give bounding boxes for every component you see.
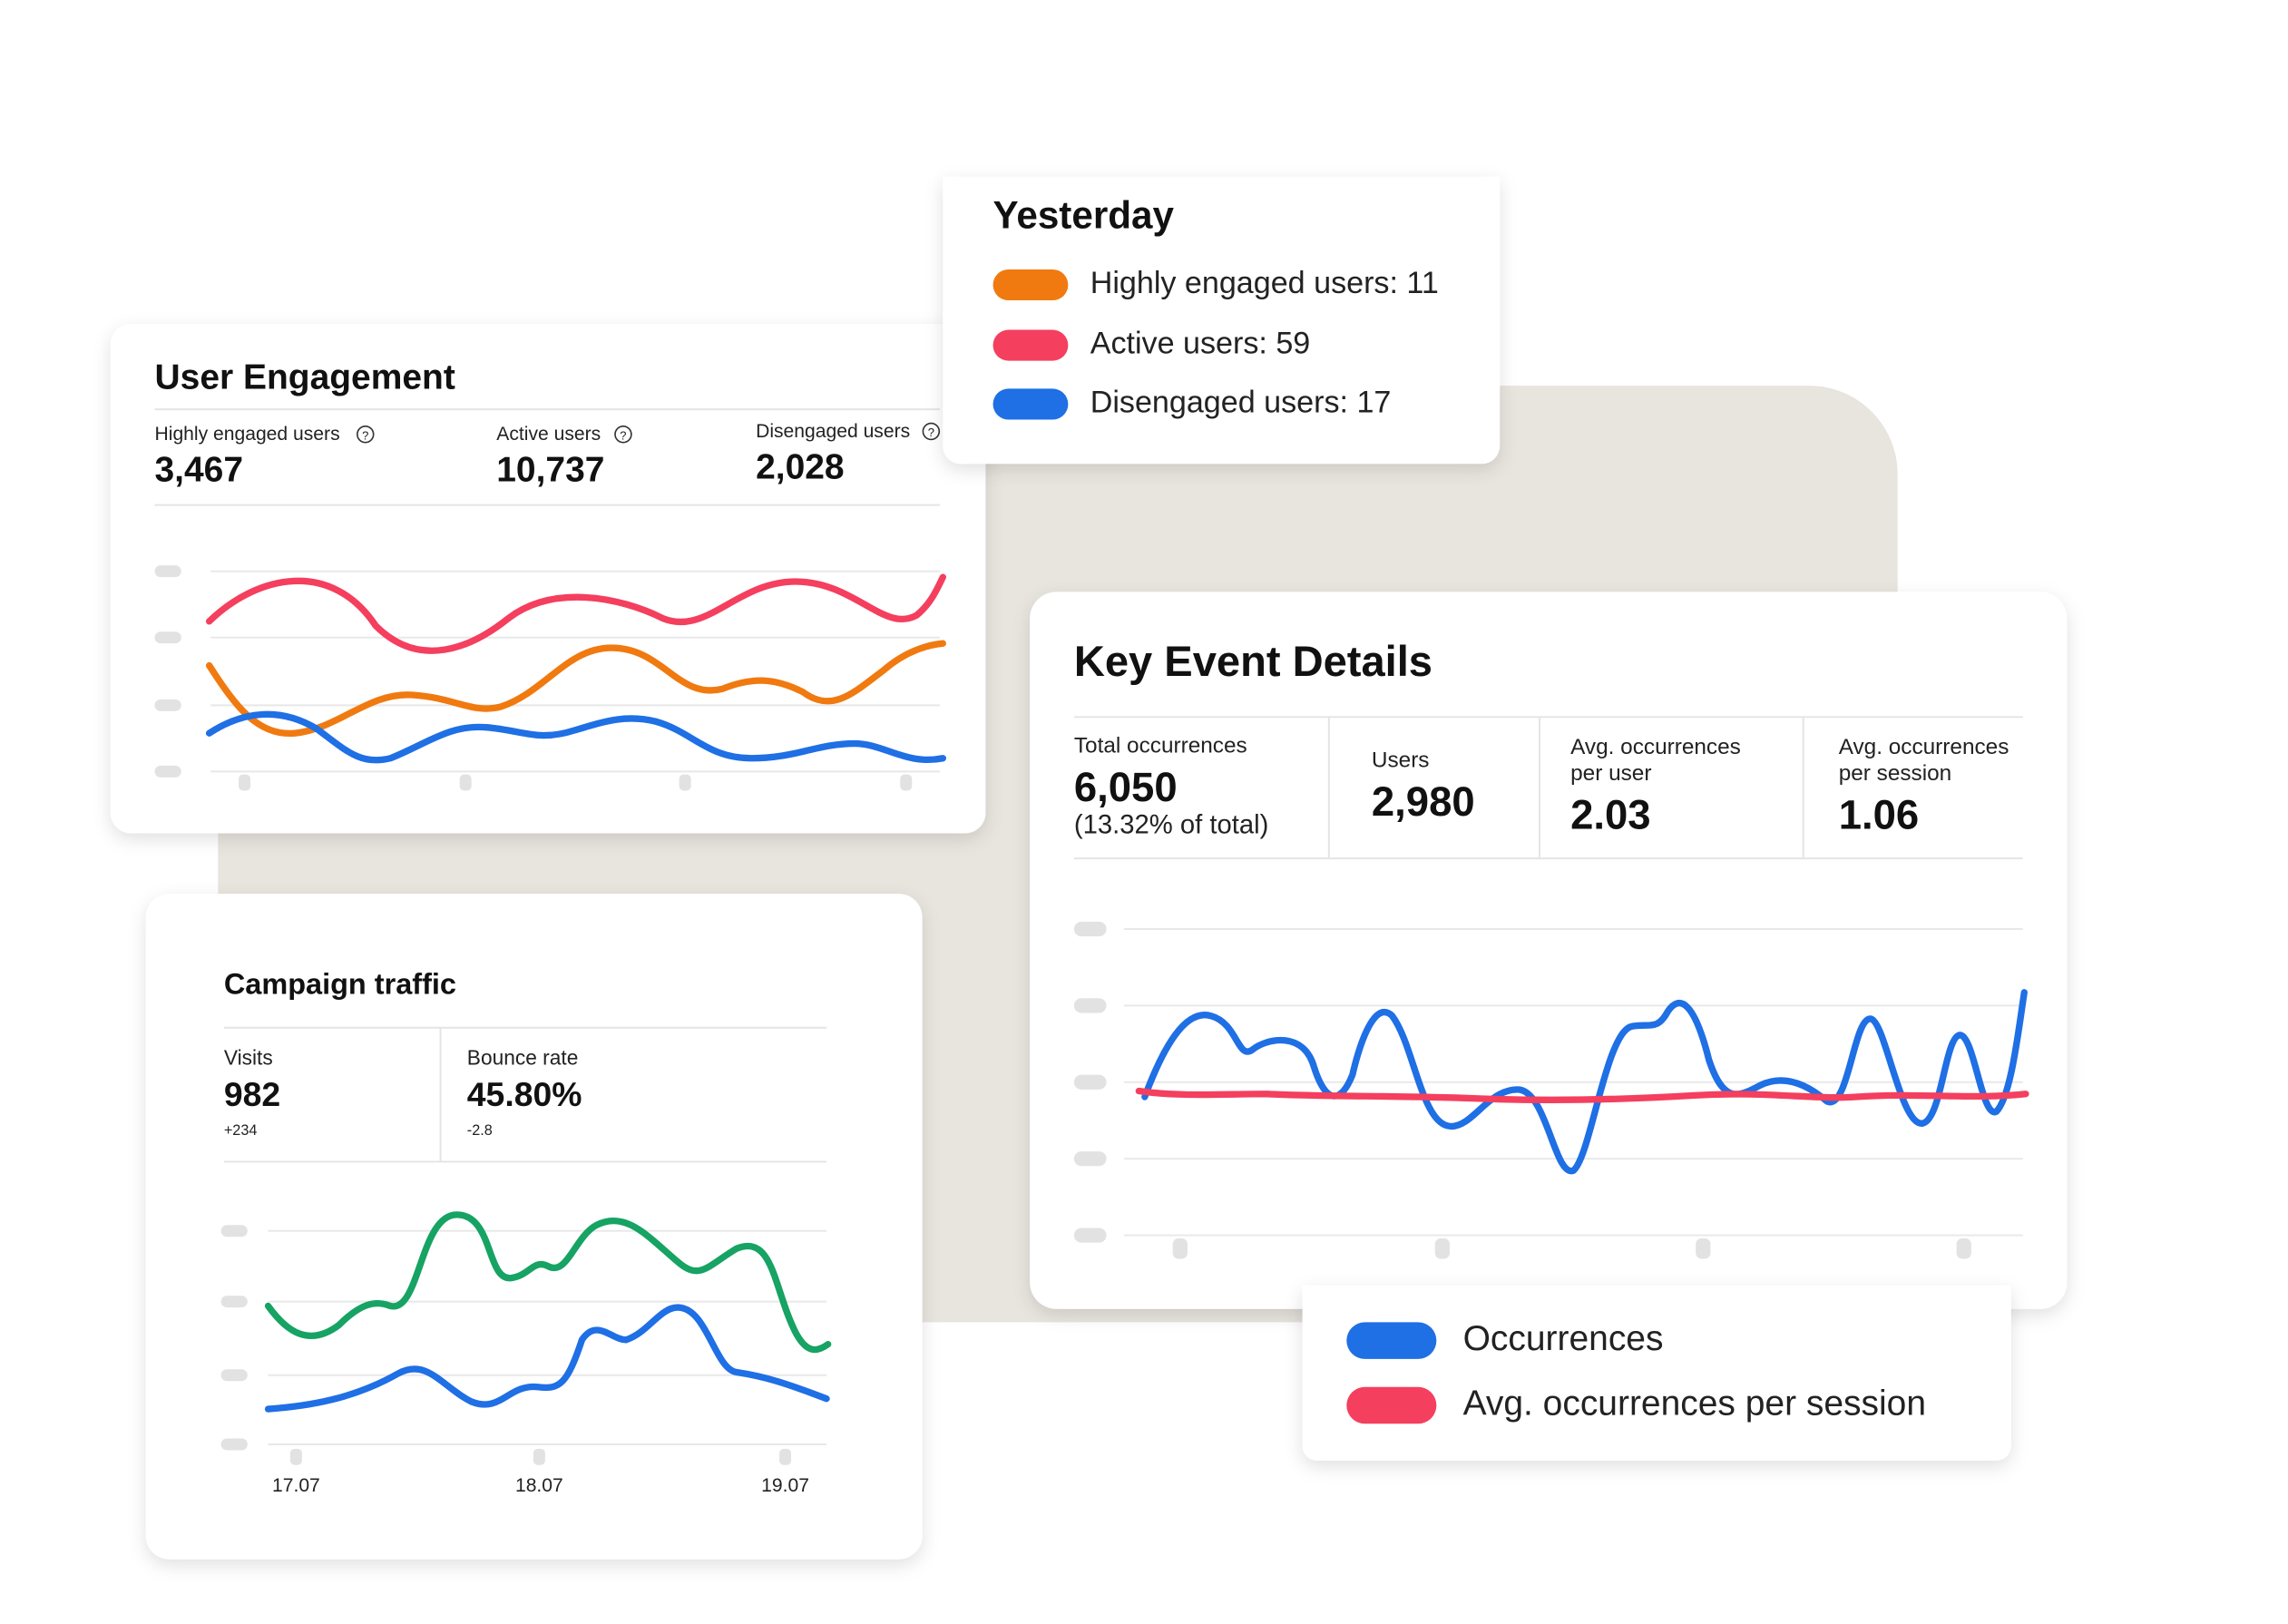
user-engagement-card: User Engagement Highly engaged users ? 3… [110,324,986,834]
card-title: Campaign traffic [224,967,456,1000]
metric-label: Users [1372,748,1430,773]
help-icon-glyph: ? [362,428,368,442]
x-tick-label: 17.07 [272,1475,320,1496]
tick-placeholder [220,1225,248,1238]
metric-delta: -2.8 [467,1122,493,1139]
metric-label: Avg. occurrences [1570,735,1741,759]
tick-placeholder [154,565,181,578]
metric-value: 982 [224,1075,280,1113]
tick-placeholder [289,1448,302,1465]
x-tick-label: 19.07 [761,1475,809,1496]
help-icon-glyph: ? [928,426,934,439]
line-decor [205,573,946,654]
tick-placeholder [1073,1074,1107,1090]
metric-label: Avg. occurrences [1839,735,2009,759]
legend-swatch [1346,1322,1437,1359]
metric-value: 10,737 [496,451,604,490]
line-decor [205,640,946,737]
line-decor [205,710,946,764]
campaign-card: Campaign traffic Visits 982 +234 Bounce … [145,894,923,1560]
tick-placeholder [1073,1151,1107,1167]
tick-placeholder [459,774,472,791]
tick-placeholder [1073,921,1107,937]
help-icon [922,422,941,441]
metric-label: per user [1570,761,1651,786]
help-icon [356,426,375,444]
line-decor [1135,1087,2029,1103]
metric-label: Visits [224,1045,273,1069]
metric-label: Disengaged users [756,421,910,442]
mini-chart [1073,921,2029,1259]
tick-placeholder [1956,1238,1971,1259]
legend-swatch [992,388,1069,420]
tick-placeholder [154,631,181,644]
legend-text: Active users: 59 [1090,326,1311,360]
metric-note: (13.32% of total) [1074,811,1268,840]
mini-chart: 17.07 18.07 19.07 [220,1211,832,1496]
card-title: Yesterday [993,194,1175,237]
metric-label: Bounce rate [467,1045,579,1069]
metric-label: per session [1839,761,1952,786]
card [943,176,1501,465]
line-decor [1141,989,2028,1174]
metric-label: Highly engaged users [155,424,340,445]
card-title: User Engagement [155,357,455,396]
tick-placeholder [1073,998,1107,1013]
metric-label: Total occurrences [1074,733,1247,758]
help-icon-glyph: ? [620,428,626,442]
line-decor [264,1211,832,1354]
tick-placeholder [1434,1238,1450,1259]
tick-placeholder [1696,1238,1711,1259]
tick-placeholder [533,1448,545,1465]
metric-value: 45.80% [467,1075,582,1113]
metric-value: 1.06 [1839,792,1919,838]
tick-placeholder [1172,1238,1188,1259]
metric-label: Active users [496,424,601,445]
card [1030,592,2068,1309]
tick-placeholder [220,1438,248,1451]
key-event-card: Key Event Details Total occurrences 6,05… [1030,592,2068,1309]
yesterday-card: Yesterday Highly engaged users: 11 Activ… [943,176,1501,465]
metric-value: 2,980 [1372,778,1475,825]
metric-value: 2,028 [756,447,845,486]
tick-placeholder [220,1369,248,1382]
card-title: Key Event Details [1074,637,1432,685]
tick-placeholder [239,774,251,791]
help-icon [614,426,632,444]
line-decor [264,1304,830,1413]
metric-value: 3,467 [155,451,244,490]
legend-swatch [992,269,1069,301]
tick-placeholder [679,774,691,791]
card [1302,1285,2011,1461]
tick-placeholder [220,1296,248,1308]
card [110,324,986,834]
tick-placeholder [154,765,181,778]
metric-delta: +234 [224,1122,258,1139]
tick-placeholder [1073,1228,1107,1243]
x-tick-label: 18.07 [515,1475,563,1496]
tick-placeholder [154,699,181,711]
legend-swatch [1346,1386,1437,1424]
legend-card: Occurrences Avg. occurrences per session [1302,1285,2011,1461]
legend-swatch [992,329,1069,361]
legend-text: Avg. occurrences per session [1463,1384,1926,1423]
mini-chart [154,565,946,791]
metric-value: 2.03 [1570,792,1650,838]
legend-text: Occurrences [1463,1319,1664,1358]
card [145,894,923,1560]
tick-placeholder [779,1448,792,1465]
metric-value: 6,050 [1074,764,1178,810]
legend-text: Disengaged users: 17 [1090,385,1392,419]
tick-placeholder [900,774,913,791]
legend-text: Highly engaged users: 11 [1090,266,1439,300]
